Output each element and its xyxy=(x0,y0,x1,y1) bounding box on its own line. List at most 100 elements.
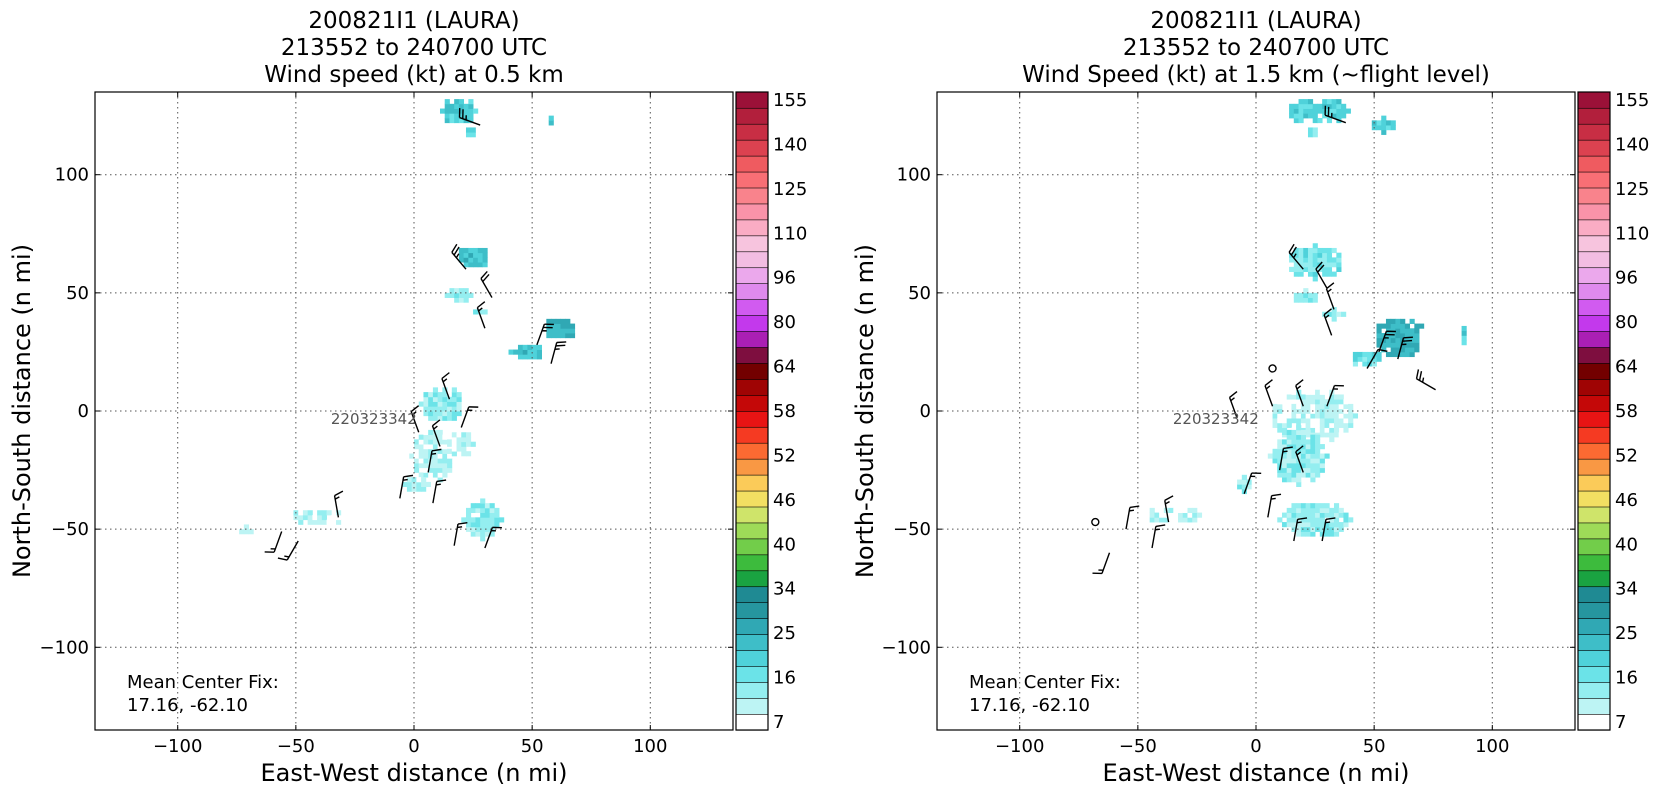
wind-cell xyxy=(1286,477,1292,483)
wind-cell xyxy=(1300,507,1307,514)
wind-cell xyxy=(418,472,424,478)
wind-cell xyxy=(484,512,491,518)
wind-cell xyxy=(508,349,514,355)
wind-cell xyxy=(1286,399,1292,405)
colorbar-segment xyxy=(1577,697,1611,715)
wind-barb xyxy=(1397,336,1413,360)
colorbar-segment xyxy=(735,458,769,476)
wind-cell xyxy=(1296,517,1302,523)
wind-cell xyxy=(1371,356,1377,362)
colorbar-segment xyxy=(1577,219,1611,237)
wind-cell xyxy=(1329,418,1335,424)
wind-cell xyxy=(447,396,453,402)
wind-cell xyxy=(1324,422,1330,428)
wind-cell xyxy=(1310,531,1316,537)
wind-cell xyxy=(432,415,439,421)
wind-cell xyxy=(465,512,472,518)
colorbar-segment xyxy=(735,267,769,285)
wind-cell xyxy=(482,247,488,254)
colorbar-segment xyxy=(1577,251,1611,269)
wind-cell xyxy=(1310,517,1316,523)
wind-cell xyxy=(532,344,538,350)
wind-cell xyxy=(555,323,561,329)
colorbar-segment xyxy=(735,522,769,540)
wind-barb xyxy=(431,419,441,447)
wind-cell xyxy=(1277,422,1283,428)
wind-cell xyxy=(1357,356,1363,362)
wind-cell xyxy=(411,477,417,483)
wind-cell xyxy=(451,446,457,452)
wind-cell xyxy=(1303,257,1309,263)
wind-cell xyxy=(465,517,472,523)
wind-cell xyxy=(1319,458,1325,464)
wind-cell xyxy=(1277,399,1283,405)
wind-cell xyxy=(1291,522,1297,528)
wind-cell xyxy=(1315,418,1321,424)
colorbar-segment xyxy=(1577,474,1611,492)
wind-cell xyxy=(480,512,486,518)
wind-cell xyxy=(1312,247,1318,254)
colorbar-segment xyxy=(735,283,769,300)
wind-barb xyxy=(277,540,299,561)
x-axis-label: East-West distance (n mi) xyxy=(1102,759,1409,787)
wind-barb xyxy=(1325,282,1335,310)
wind-cell xyxy=(458,117,465,124)
wind-cell xyxy=(1315,453,1321,459)
wind-cell xyxy=(1338,422,1344,428)
wind-cell xyxy=(1419,323,1425,329)
wind-cell xyxy=(1173,512,1179,518)
wind-cell xyxy=(1343,517,1349,523)
wind-cell xyxy=(468,113,474,119)
colorbar: 155 140 125 110 96 80 64 58 52 46 40 34 25 16 7 xyxy=(1577,90,1649,733)
colorbar-segment xyxy=(1577,442,1611,460)
wind-cell xyxy=(468,247,474,254)
wind-cell xyxy=(1298,247,1304,254)
wind-cell xyxy=(463,108,469,114)
wind-cell xyxy=(1159,517,1165,523)
wind-cell xyxy=(1333,418,1340,424)
wind-cell xyxy=(1298,271,1304,277)
wind-cell xyxy=(437,462,443,469)
wind-cell xyxy=(1461,325,1467,332)
wind-cell xyxy=(1159,507,1165,514)
wind-cell xyxy=(437,477,443,483)
wind-cell xyxy=(1322,113,1328,119)
wind-cell xyxy=(1286,458,1292,464)
wind-cell xyxy=(437,453,443,459)
wind-cell xyxy=(1289,108,1295,114)
wind-cell xyxy=(432,448,439,454)
wind-cell xyxy=(243,524,249,530)
wind-cell xyxy=(1296,434,1302,440)
colorbar-segment xyxy=(1577,490,1611,508)
wind-cell xyxy=(1300,522,1307,528)
wind-cell xyxy=(1300,512,1307,518)
colorbar-segment xyxy=(735,362,769,380)
wind-cell xyxy=(1293,297,1299,303)
wind-cell xyxy=(546,333,552,339)
wind-barb xyxy=(1278,446,1293,471)
wind-cell xyxy=(475,503,481,509)
wind-cell xyxy=(1307,132,1314,138)
x-tick-label: −100 xyxy=(153,736,202,757)
wind-cell xyxy=(1315,512,1321,518)
wind-cell xyxy=(1305,399,1311,405)
wind-cell xyxy=(239,529,245,535)
wind-cell xyxy=(489,517,495,523)
wind-cell xyxy=(480,522,486,528)
wind-cell xyxy=(1300,399,1307,405)
wind-cell xyxy=(1371,361,1377,367)
wind-cell xyxy=(1182,512,1188,518)
wind-barb xyxy=(1324,105,1347,124)
y-tick-label: −50 xyxy=(893,519,931,540)
wind-barb xyxy=(550,341,567,364)
wind-cell xyxy=(298,510,304,516)
wind-barb xyxy=(1164,495,1174,523)
wind-patch xyxy=(239,524,254,535)
wind-cell xyxy=(1331,316,1337,322)
wind-cell xyxy=(423,434,429,440)
colorbar-tick-label: 155 xyxy=(1615,90,1649,111)
wind-cell xyxy=(1381,323,1387,329)
wind-cell xyxy=(1362,351,1368,358)
wind-cell xyxy=(1296,425,1302,431)
wind-cell xyxy=(1291,418,1297,424)
